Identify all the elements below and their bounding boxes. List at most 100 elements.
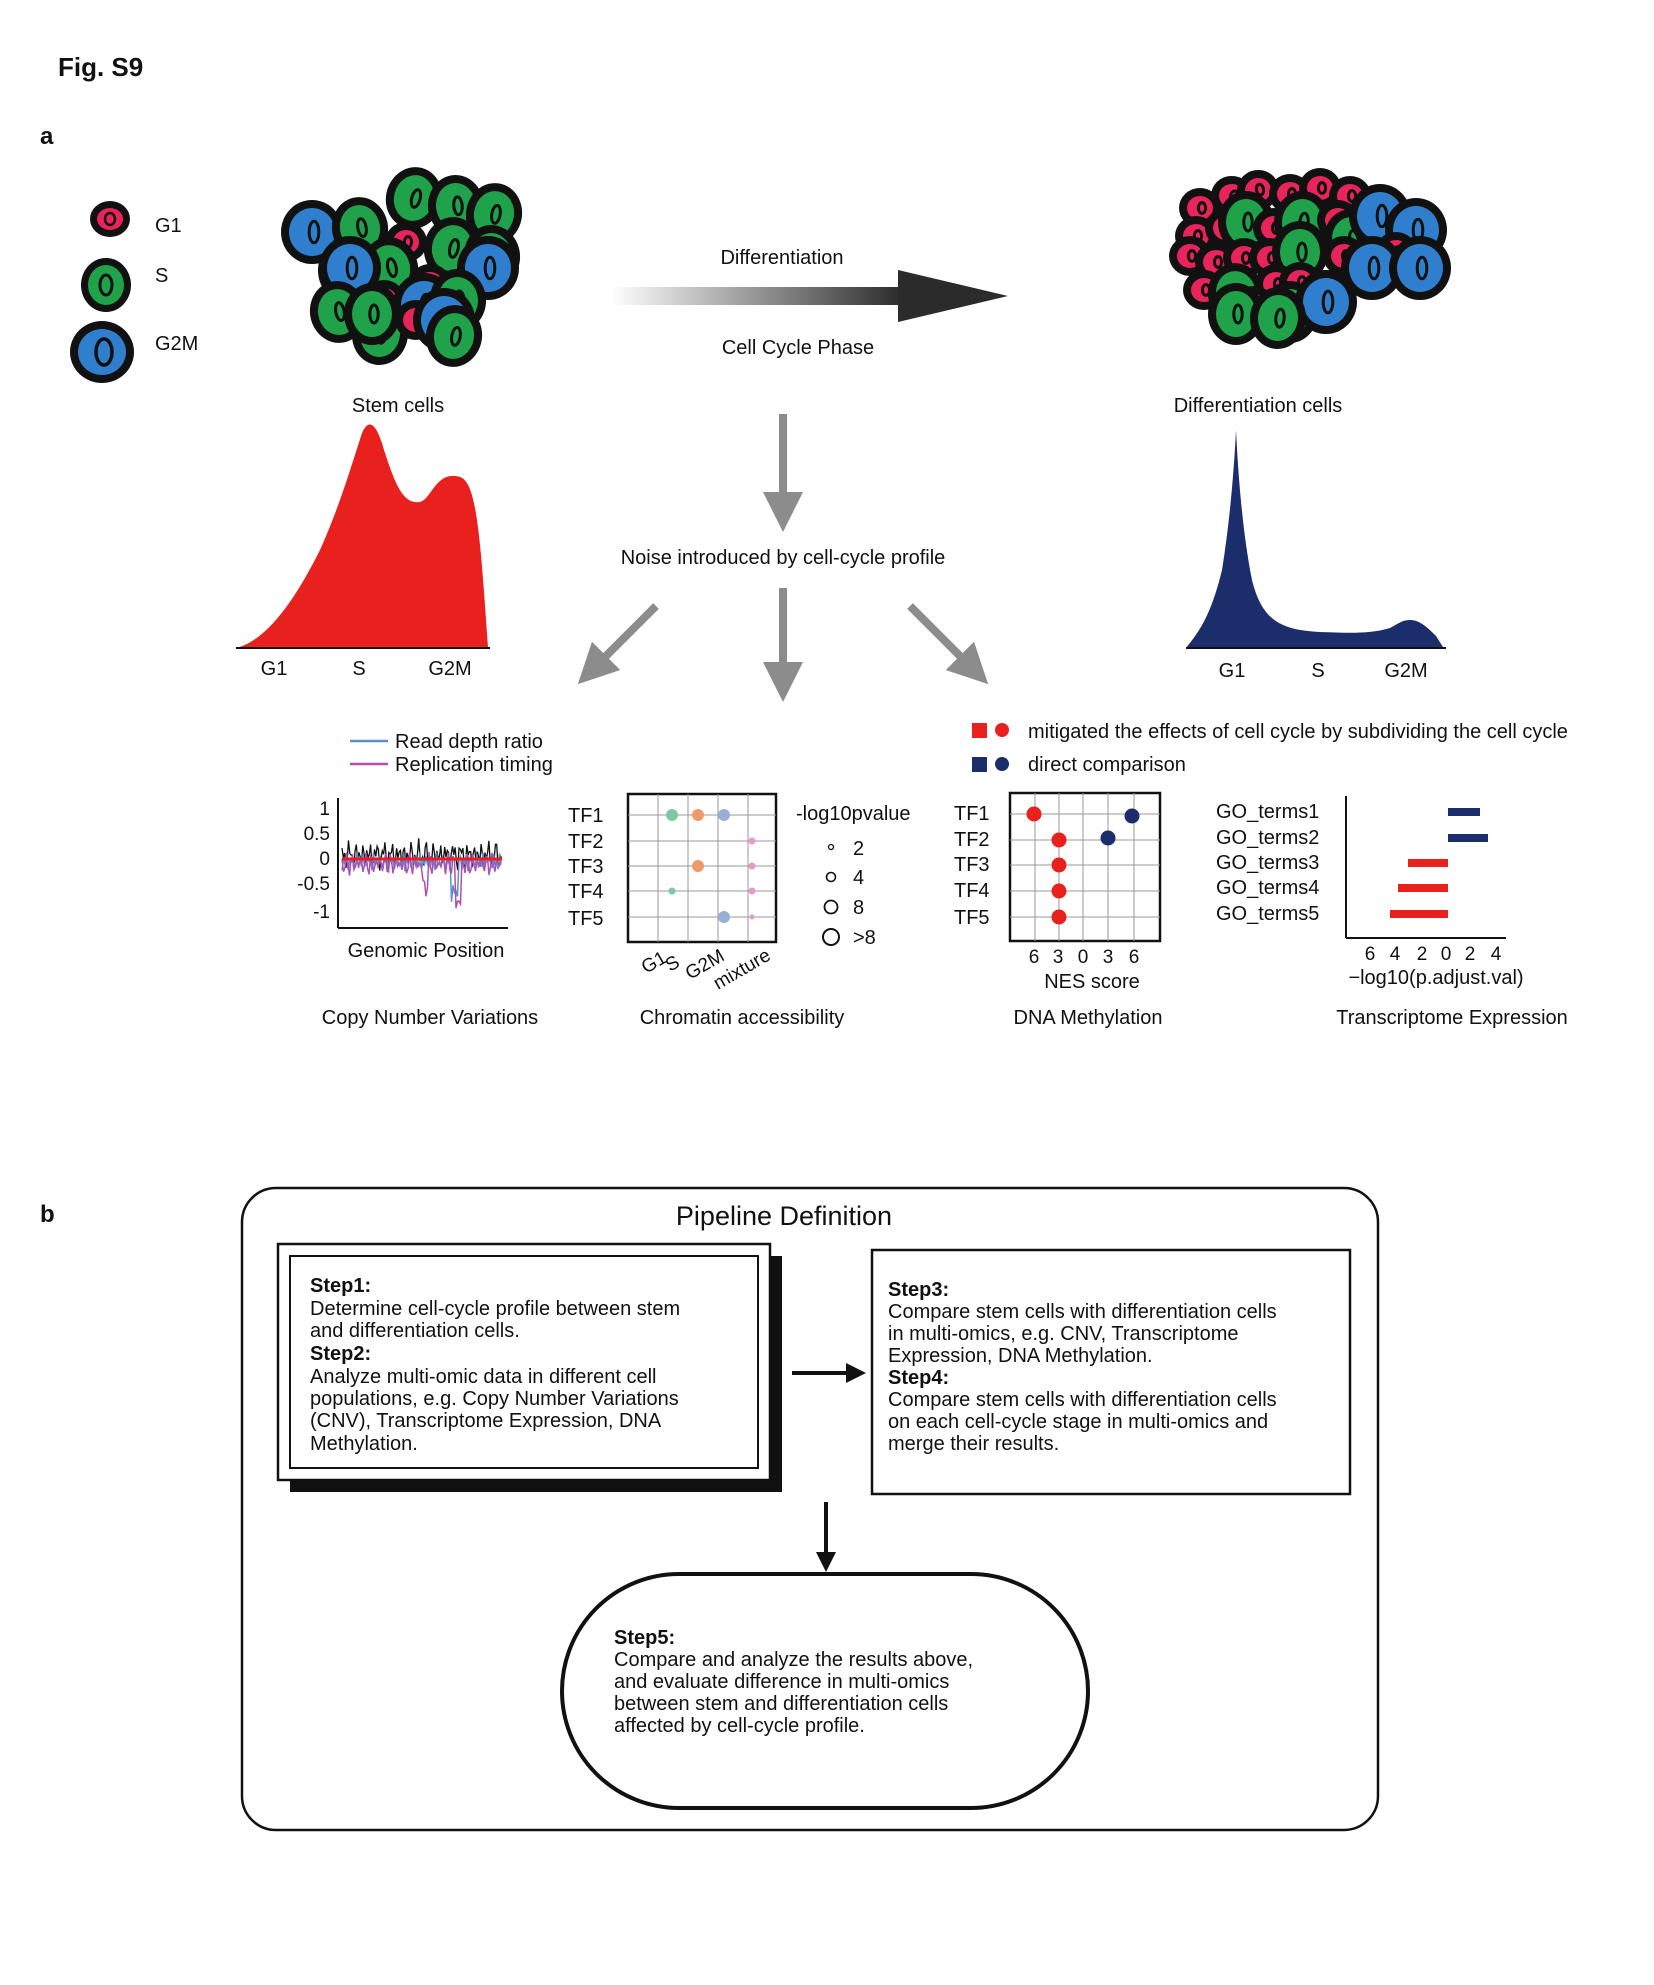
- cnv-ytick-1: 1: [319, 799, 330, 820]
- methylation-xtick-2: 0: [1078, 947, 1089, 968]
- pipeline-title: Pipeline Definition: [676, 1201, 892, 1231]
- step4-line-3: merge their results.: [888, 1433, 1059, 1455]
- chromatin-row-tf4: TF4: [568, 881, 604, 903]
- methylation-dot: [1051, 857, 1067, 873]
- methylation-dots: [1026, 806, 1140, 925]
- step4-line-2: on each cell-cycle stage in multi-omics …: [888, 1411, 1268, 1433]
- go-xtick-1: 4: [1390, 944, 1401, 965]
- chromatin-col-s: S: [662, 952, 683, 977]
- chromatin-panel: TF1 TF2 TF3 TF4 TF5 G1 S G2M mixture -lo…: [568, 792, 911, 1029]
- stem-axis-g2m: G2M: [428, 658, 471, 680]
- transcriptome-title: Transcriptome Expression: [1336, 1007, 1568, 1029]
- cnv-legend-replication: Replication timing: [395, 754, 553, 776]
- pipeline-frame: [240, 1186, 1380, 1832]
- legend-g2m-label: G2M: [155, 333, 198, 355]
- diff-axis-g2m: G2M: [1384, 660, 1427, 682]
- stem-axis-s: S: [352, 658, 365, 680]
- size-legend-dot-gt8: [822, 928, 840, 946]
- chromatin-dot: [748, 862, 756, 870]
- cell-icon-s: [344, 283, 400, 345]
- panel-a-label: a: [40, 123, 54, 150]
- chromatin-row-tf2: TF2: [568, 831, 604, 853]
- chromatin-dot: [748, 887, 756, 895]
- go-xtick-4: 2: [1465, 944, 1476, 965]
- step3-line-3: Expression, DNA Methylation.: [888, 1345, 1153, 1367]
- go-xtick-5: 4: [1491, 944, 1502, 965]
- methylation-xtick-3: 3: [1103, 947, 1114, 968]
- go-bar-4: [1398, 884, 1448, 892]
- noise-arrow-left: [577, 603, 659, 685]
- step1-line-2: and differentiation cells.: [310, 1320, 520, 1342]
- step1-line-1: Determine cell-cycle profile between ste…: [310, 1298, 680, 1320]
- cell-icon-g2m: [1389, 236, 1451, 300]
- legend-s-cell-icon: [81, 258, 131, 312]
- stem-cell-cluster: [281, 167, 523, 367]
- step2-line-3: (CNV), Transcriptome Expression, DNA: [310, 1410, 662, 1432]
- methylation-xtick-0: 6: [1029, 947, 1040, 968]
- chromatin-dot: [692, 860, 704, 872]
- go-xtick-0: 6: [1365, 944, 1376, 965]
- step3-heading: Step3:: [888, 1279, 949, 1301]
- chromatin-row-tf1: TF1: [568, 805, 604, 827]
- methylation-legend-mitigated: mitigated the effects of cell cycle by s…: [1028, 721, 1568, 743]
- step5-line-3: between stem and differentiation cells: [614, 1693, 948, 1715]
- cnv-replication-line: [341, 851, 502, 909]
- step4-heading: Step4:: [888, 1367, 949, 1389]
- step12-box-outer: [276, 1242, 772, 1482]
- methylation-row-tf2: TF2: [954, 829, 990, 851]
- size-legend-4: 4: [853, 867, 864, 889]
- diff-axis-s: S: [1311, 660, 1324, 682]
- go-bar-5: [1390, 910, 1448, 918]
- chromatin-dot: [692, 809, 704, 821]
- methylation-dot: [1051, 832, 1067, 848]
- stem-cells-label: Stem cells: [352, 395, 444, 417]
- legend-red-square: [972, 723, 987, 738]
- step2-line-2: populations, e.g. Copy Number Variations: [310, 1388, 679, 1410]
- panel-b-label: b: [40, 1201, 55, 1228]
- step5-pill: [560, 1572, 1090, 1810]
- differentiation-arrow: [612, 270, 1008, 322]
- size-legend-dot-2: [827, 843, 835, 851]
- methylation-row-tf5: TF5: [954, 907, 990, 929]
- size-legend-dot-8: [823, 899, 839, 915]
- step12-box-inner: [289, 1255, 759, 1469]
- cnv-ytick-neg0-5: -0.5: [297, 874, 330, 895]
- cell-icon-g2m: [1295, 270, 1357, 334]
- transcriptome-panel: GO_terms1 GO_terms2 GO_terms3 GO_terms4 …: [1216, 796, 1568, 1029]
- chromatin-row-tf3: TF3: [568, 856, 604, 878]
- step5-heading: Step5:: [614, 1627, 675, 1649]
- transcriptome-xlabel: −log10(p.adjust.val): [1348, 967, 1523, 989]
- legend-g1-label: G1: [155, 215, 182, 237]
- cnv-title: Copy Number Variations: [322, 1007, 538, 1029]
- diff-axis-g1: G1: [1219, 660, 1246, 682]
- cell-icon-g2m: [281, 200, 343, 264]
- methylation-dot: [1100, 830, 1116, 846]
- stem-cell-cycle-profile: [236, 424, 490, 649]
- methylation-xtick-1: 3: [1053, 947, 1064, 968]
- legend-navy-square: [972, 757, 987, 772]
- cell-icon-s: [1249, 287, 1307, 349]
- stem-axis-g1: G1: [261, 658, 288, 680]
- methylation-panel: mitigated the effects of cell cycle by s…: [954, 721, 1568, 1029]
- go-bar-1: [1448, 808, 1480, 816]
- differentiation-cells-label: Differentiation cells: [1174, 395, 1343, 417]
- go-xtick-3: 0: [1441, 944, 1452, 965]
- go-term-2: GO_terms2: [1216, 827, 1319, 849]
- cell-icon-s: [385, 167, 443, 229]
- phase-legend: G1 S G2M: [70, 201, 198, 383]
- chromatin-row-tf5: TF5: [568, 908, 604, 930]
- step1-heading: Step1:: [310, 1275, 371, 1297]
- methylation-row-tf3: TF3: [954, 854, 990, 876]
- cnv-legend-read-depth: Read depth ratio: [395, 731, 543, 753]
- cnv-panel: Read depth ratio Replication timing 1 0.…: [297, 731, 553, 1029]
- chromatin-dot: [718, 911, 730, 923]
- chromatin-size-legend-title: -log10pvalue: [796, 803, 911, 825]
- step4-line-1: Compare stem cells with differentiation …: [888, 1389, 1277, 1411]
- legend-navy-dot: [995, 757, 1009, 771]
- methylation-row-tf4: TF4: [954, 880, 990, 902]
- arrow-top-label: Differentiation: [720, 247, 843, 269]
- chromatin-dots: [666, 809, 756, 923]
- cnv-ytick-0-5: 0.5: [304, 824, 330, 845]
- size-legend-8: 8: [853, 897, 864, 919]
